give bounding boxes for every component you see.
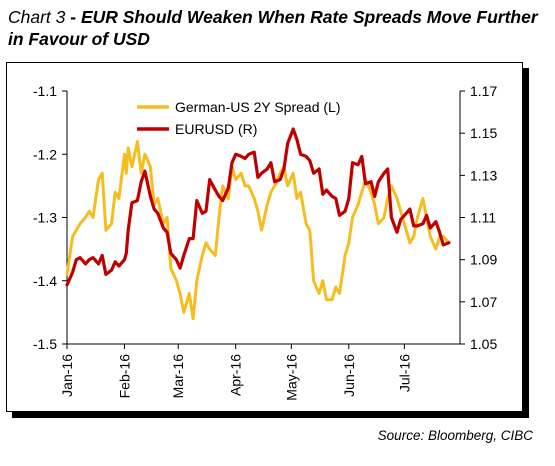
x-tick-label: May-16 — [283, 354, 299, 401]
x-tick-label: Jun-16 — [341, 354, 357, 397]
x-tick-label: Jan-16 — [59, 354, 75, 397]
x-tick-label: Jul-16 — [396, 354, 412, 392]
source-note: Source: Bloomberg, CIBC — [377, 428, 533, 443]
right-tick-label: 1.17 — [470, 83, 497, 99]
left-tick-label: -1.3 — [33, 210, 57, 226]
chart-frame: -1.1 -1.2 -1.3 -1.4 -1.5 1.17 1.15 1.13 1.11 1.09… — [6, 62, 523, 412]
left-tick-label: -1.5 — [33, 336, 57, 352]
x-tick-label: Mar-16 — [170, 354, 186, 399]
chart-svg: -1.1 -1.2 -1.3 -1.4 -1.5 1.17 1.15 1.13 1.11 1.09… — [33, 83, 498, 401]
chart-number: Chart 3 — [8, 7, 66, 27]
legend-eurusd-label: EURUSD (R) — [175, 121, 257, 137]
left-tick-label: -1.1 — [33, 83, 57, 99]
right-tick-label: 1.05 — [470, 336, 497, 352]
eurusd-series-line — [65, 127, 451, 287]
right-tick-label: 1.07 — [470, 294, 497, 310]
left-tick-label: -1.2 — [33, 146, 57, 162]
right-tick-label: 1.11 — [470, 210, 496, 226]
chart-title: Chart 3 - EUR Should Weaken When Rate Sp… — [8, 6, 548, 50]
spread-series-line — [65, 140, 451, 321]
legend-spread-label: German-US 2Y Spread (L) — [175, 99, 340, 115]
title-separator: - — [65, 7, 81, 27]
title-text: EUR Should Weaken When Rate Spreads Move… — [8, 7, 538, 49]
right-tick-label: 1.15 — [470, 125, 497, 141]
right-tick-label: 1.13 — [470, 167, 497, 183]
x-tick-label: Apr-16 — [228, 354, 244, 396]
left-tick-label: -1.4 — [33, 273, 57, 289]
right-tick-label: 1.09 — [470, 252, 497, 268]
x-tick-label: Feb-16 — [116, 354, 132, 399]
